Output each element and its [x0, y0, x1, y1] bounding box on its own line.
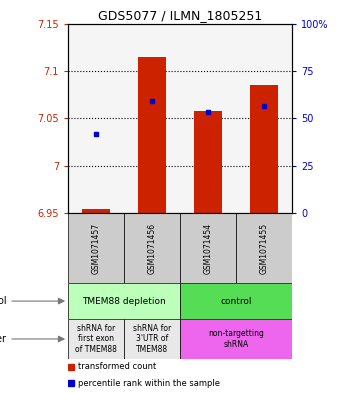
- Text: non-targetting
shRNA: non-targetting shRNA: [208, 329, 264, 349]
- Bar: [138, 57, 166, 213]
- Bar: [82, 209, 110, 213]
- Text: GSM1071455: GSM1071455: [260, 223, 269, 274]
- Text: shRNA for
3'UTR of
TMEM88: shRNA for 3'UTR of TMEM88: [133, 324, 171, 354]
- Bar: [180, 319, 292, 359]
- Text: other: other: [0, 334, 6, 344]
- Bar: [236, 213, 292, 283]
- Bar: [124, 319, 180, 359]
- Text: shRNA for
first exon
of TMEM88: shRNA for first exon of TMEM88: [75, 324, 117, 354]
- Bar: [250, 85, 278, 213]
- Bar: [124, 213, 180, 283]
- Bar: [68, 319, 124, 359]
- Bar: [194, 111, 222, 213]
- Text: GSM1071454: GSM1071454: [204, 223, 213, 274]
- Text: GSM1071456: GSM1071456: [148, 223, 157, 274]
- Bar: [180, 283, 292, 319]
- Bar: [68, 213, 124, 283]
- Title: GDS5077 / ILMN_1805251: GDS5077 / ILMN_1805251: [98, 9, 262, 22]
- Text: transformed count: transformed count: [78, 362, 156, 371]
- Bar: [68, 283, 180, 319]
- Text: GSM1071457: GSM1071457: [91, 223, 101, 274]
- Text: percentile rank within the sample: percentile rank within the sample: [78, 378, 220, 387]
- Text: protocol: protocol: [0, 296, 6, 306]
- Bar: [180, 213, 236, 283]
- Text: control: control: [221, 297, 252, 306]
- Text: TMEM88 depletion: TMEM88 depletion: [82, 297, 166, 306]
